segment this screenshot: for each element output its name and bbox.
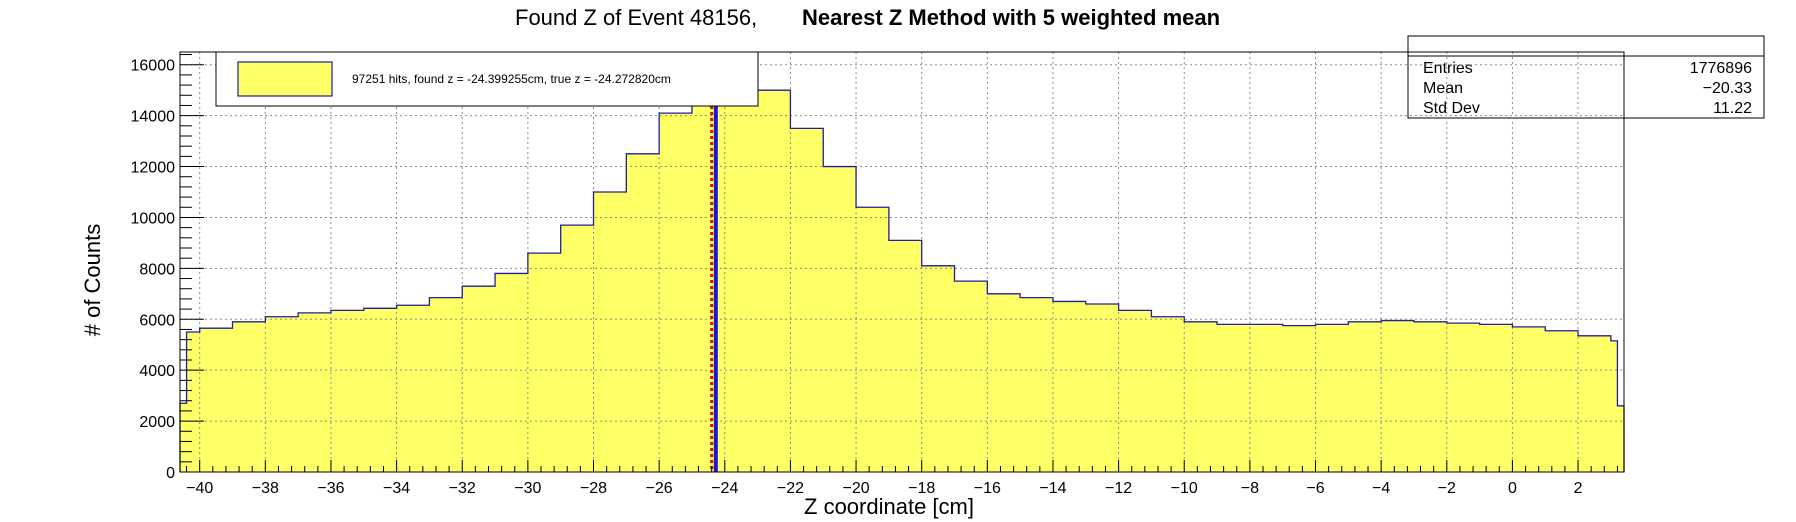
x-tick-label: 0: [1508, 480, 1517, 497]
x-tick-label: −28: [580, 480, 607, 497]
stats-label: Mean: [1423, 80, 1463, 97]
x-tick-label: −34: [383, 480, 410, 497]
x-tick-label: −6: [1306, 480, 1324, 497]
x-tick-label: −32: [449, 480, 476, 497]
y-axis-label: # of Counts: [80, 224, 105, 337]
x-tick-label: −40: [186, 480, 213, 497]
x-tick-label: −24: [711, 480, 738, 497]
stats-value: 1776896: [1690, 60, 1752, 77]
x-tick-label: −10: [1171, 480, 1198, 497]
x-tick-label: −12: [1105, 480, 1132, 497]
stats-box: [1407, 35, 1765, 119]
plot-area: −40 −38 −36 −34 −32 −30 −28 −26 −24 −22 −20 −18 −16−…: [131, 51, 1625, 497]
x-tick-label: −36: [317, 480, 344, 497]
y-tick-label: 12000: [131, 160, 176, 177]
stats-value: −20.33: [1703, 80, 1752, 97]
stats-value: 11.22: [1713, 100, 1752, 117]
y-tick-label: 14000: [131, 109, 176, 126]
x-tick-label: −4: [1372, 480, 1390, 497]
x-tick-label: −22: [777, 480, 804, 497]
x-tick-label: −26: [646, 480, 673, 497]
y-tick-label: 10000: [131, 210, 176, 227]
y-tick-label: 16000: [131, 58, 176, 75]
plot-frame: [179, 51, 1625, 473]
legend-swatch: [237, 61, 333, 97]
x-tick-label: −30: [514, 480, 541, 497]
chart-title: Found Z of Event 48156,: [515, 5, 757, 30]
x-axis-label: Z coordinate [cm]: [804, 494, 974, 519]
x-tick-label: −14: [1039, 480, 1066, 497]
stats-rows: Entries 1776896 Mean −20.33 Std Dev 11.22: [1423, 60, 1752, 117]
y-tick-label: 8000: [139, 261, 175, 278]
x-tick-label: −20: [842, 480, 869, 497]
y-tick-label: 4000: [139, 363, 175, 380]
y-tick-label: 2000: [139, 414, 175, 431]
histogram-outline: [179, 64, 1625, 472]
x-tick-label: −8: [1241, 480, 1259, 497]
chart-title-bold: Nearest Z Method with 5 weighted mean: [802, 5, 1220, 30]
x-tick-label: −38: [252, 480, 279, 497]
y-tick-label: 6000: [139, 312, 175, 329]
stats-label: Entries: [1423, 60, 1473, 77]
legend-entry-label: 97251 hits, found z = -24.399255cm, true…: [352, 72, 671, 86]
x-tick-label: 2: [1574, 480, 1583, 497]
y-tick-label: 0: [166, 465, 175, 482]
stats-label: Std Dev: [1423, 100, 1480, 117]
x-tick-label: −2: [1438, 480, 1456, 497]
x-tick-label: −16: [974, 480, 1001, 497]
x-tick-label: −18: [908, 480, 935, 497]
